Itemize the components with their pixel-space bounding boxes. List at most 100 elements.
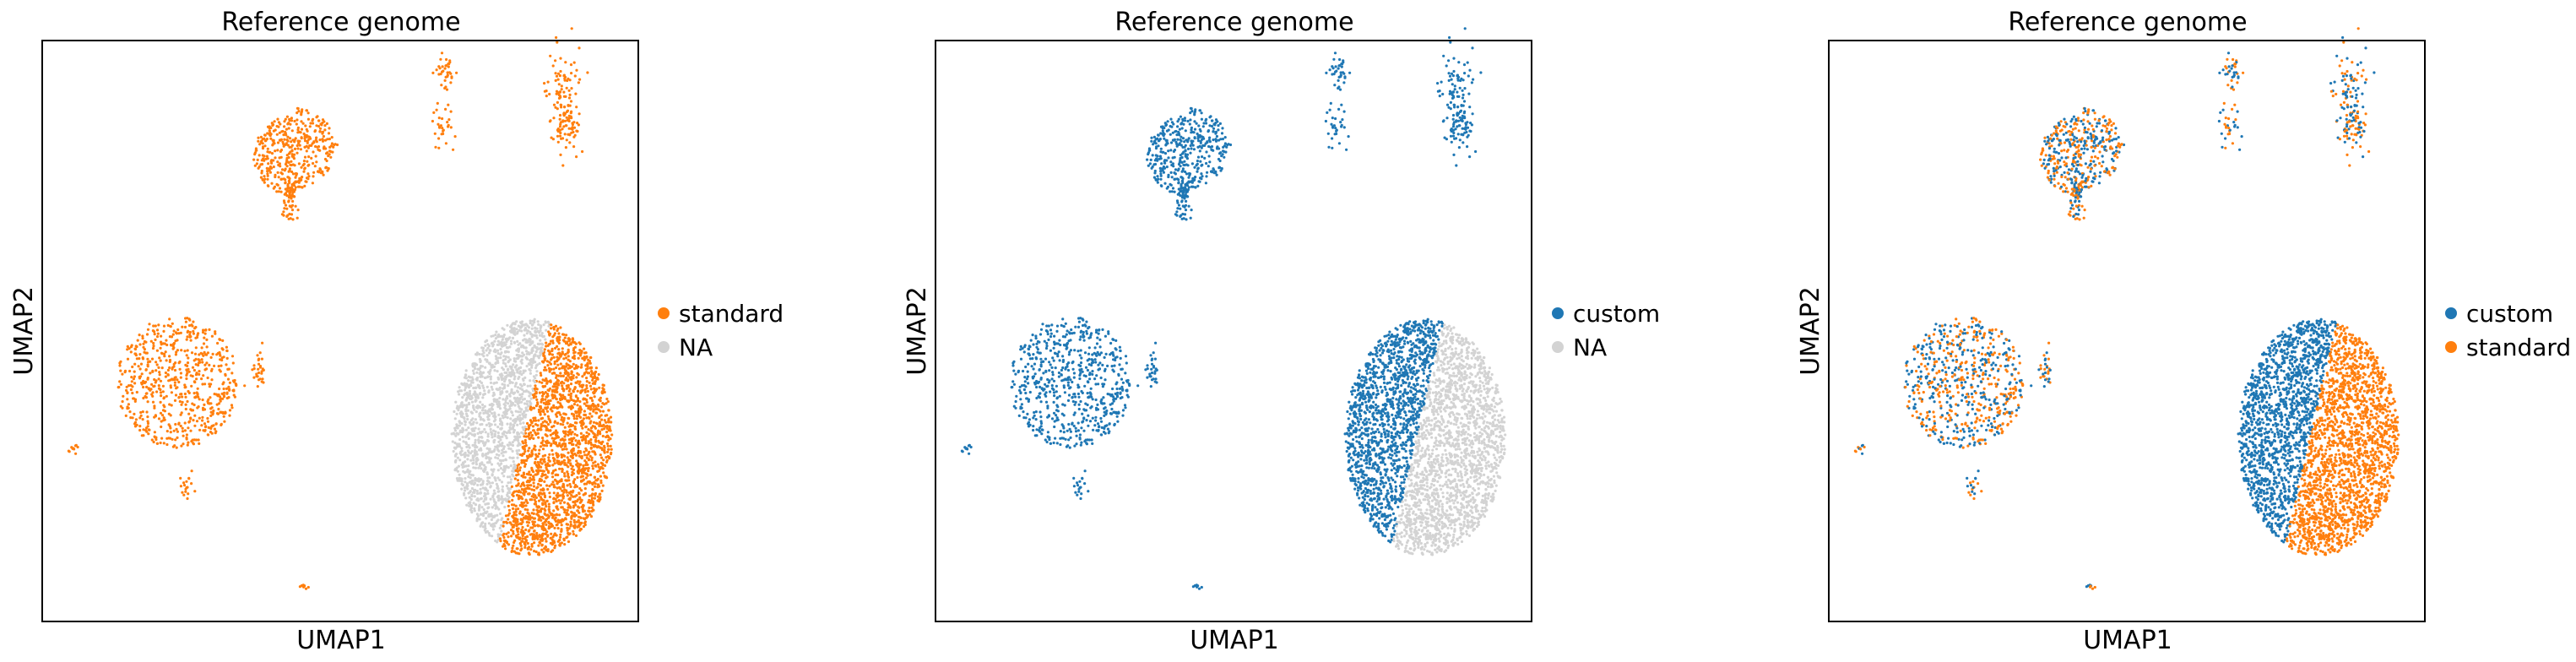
scatter-point	[473, 509, 476, 513]
scatter-point	[508, 345, 512, 349]
scatter-point	[121, 372, 124, 376]
scatter-point	[543, 507, 546, 511]
scatter-point	[598, 498, 601, 502]
scatter-point	[188, 318, 192, 322]
scatter-point	[559, 479, 562, 483]
scatter-point	[146, 361, 150, 364]
scatter-point	[169, 384, 172, 388]
scatter-point	[505, 371, 508, 375]
scatter-point	[1154, 178, 1158, 182]
scatter-point	[516, 456, 519, 459]
scatter-point	[528, 447, 531, 450]
scatter-point	[312, 150, 315, 154]
scatter-point	[569, 383, 573, 386]
scatter-point	[562, 113, 566, 117]
scatter-point	[314, 138, 317, 142]
scatter-point	[145, 392, 149, 395]
scatter-point	[155, 442, 159, 445]
scatter-point	[553, 383, 556, 386]
scatter-point	[472, 483, 476, 486]
scatter-point	[550, 532, 553, 535]
scatter-point	[564, 95, 567, 98]
scatter-point	[298, 185, 301, 188]
scatter-point	[552, 491, 556, 495]
scatter-point	[513, 477, 517, 480]
scatter-point	[471, 456, 475, 460]
scatter-point	[283, 207, 286, 210]
scatter-point	[535, 535, 539, 539]
scatter-point	[462, 440, 465, 443]
scatter-point	[529, 322, 532, 325]
scatter-point	[177, 380, 181, 384]
scatter-point	[518, 503, 522, 507]
scatter-point	[178, 367, 182, 371]
y-axis-label: UMAP2	[9, 286, 39, 376]
scatter-point	[595, 407, 599, 411]
scatter-point	[277, 190, 280, 193]
scatter-point	[593, 480, 596, 485]
scatter-point	[480, 403, 485, 406]
scatter-point	[558, 544, 561, 547]
scatter-point	[252, 364, 256, 367]
scatter-point	[545, 379, 549, 383]
scatter-point	[591, 502, 594, 505]
scatter-point	[258, 366, 262, 369]
scatter-point	[472, 372, 475, 375]
scatter-point	[455, 71, 458, 74]
scatter-point	[326, 151, 329, 155]
scatter-point	[315, 116, 318, 119]
scatter-point	[558, 134, 562, 138]
scatter-point	[128, 369, 132, 373]
scatter-point	[585, 431, 588, 434]
scatter-point	[578, 46, 581, 50]
scatter-point	[216, 412, 220, 415]
scatter-point	[561, 347, 564, 350]
scatter-point	[502, 543, 506, 546]
scatter-point	[580, 383, 584, 387]
scatter-point	[514, 504, 518, 507]
scatter-point	[437, 146, 441, 149]
scatter-point	[181, 325, 184, 328]
scatter-point	[561, 467, 564, 470]
scatter-point	[534, 327, 537, 330]
scatter-point	[317, 119, 321, 122]
scatter-point	[547, 417, 550, 421]
scatter-point	[605, 397, 609, 401]
scatter-point	[214, 422, 218, 426]
scatter-point	[457, 464, 461, 468]
scatter-point	[573, 478, 577, 481]
scatter-point	[257, 378, 261, 382]
scatter-point	[519, 549, 523, 552]
scatter-point	[594, 460, 597, 464]
scatter-point	[291, 218, 295, 221]
scatter-point	[187, 426, 190, 430]
scatter-point	[557, 499, 561, 502]
scatter-point	[279, 122, 282, 126]
scatter-point	[547, 516, 550, 519]
scatter-point	[183, 325, 187, 328]
scatter-point	[476, 514, 480, 518]
scatter-point	[1200, 117, 1203, 121]
scatter-point	[583, 523, 587, 527]
scatter-point	[551, 475, 555, 479]
scatter-point	[491, 481, 495, 485]
scatter-point	[175, 332, 178, 335]
scatter-point	[447, 125, 450, 128]
scatter-point	[263, 181, 266, 184]
scatter-point	[481, 346, 485, 350]
scatter-point	[550, 393, 554, 397]
scatter-point	[472, 386, 475, 390]
scatter-point	[556, 527, 560, 530]
scatter-point	[517, 536, 520, 540]
scatter-point	[513, 384, 517, 388]
scatter-point	[509, 339, 513, 343]
scatter-point	[552, 534, 556, 537]
scatter-point	[502, 539, 507, 542]
scatter-point	[567, 96, 572, 100]
scatter-point	[174, 353, 177, 356]
scatter-point	[546, 80, 550, 84]
scatter-point	[285, 133, 288, 137]
scatter-point	[145, 385, 149, 388]
scatter-point	[489, 427, 492, 431]
scatter-point	[580, 521, 583, 525]
